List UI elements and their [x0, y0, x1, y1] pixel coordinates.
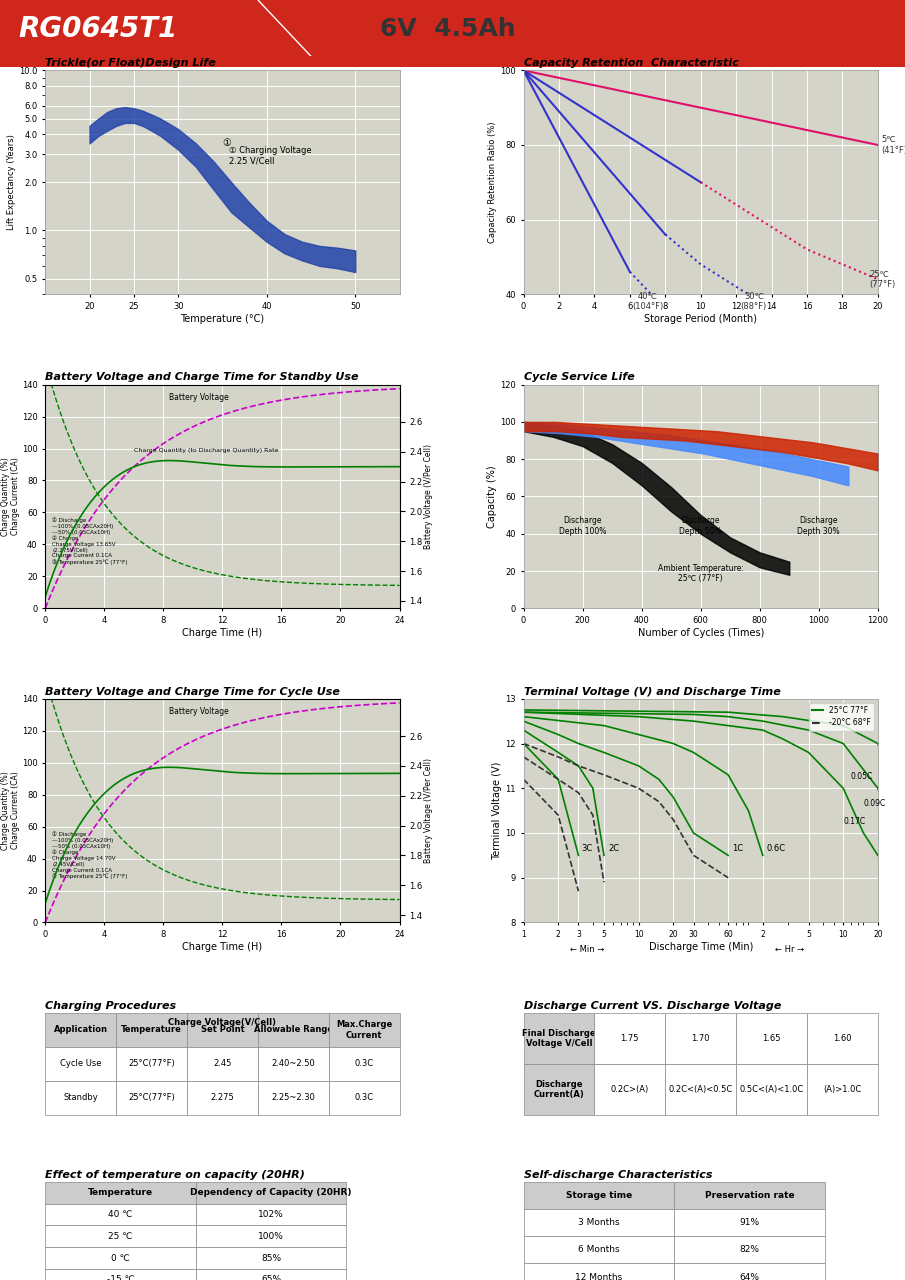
Text: ← Hr →: ← Hr → [775, 945, 804, 954]
X-axis label: Charge Time (H): Charge Time (H) [182, 942, 262, 952]
Text: 30℃
(88°F): 30℃ (88°F) [740, 292, 767, 311]
Text: Ambient Temperature:
25℃ (77°F): Ambient Temperature: 25℃ (77°F) [658, 564, 744, 584]
Legend: 25°C 77°F, -20°C 68°F: 25°C 77°F, -20°C 68°F [808, 703, 874, 731]
Text: 0.17C: 0.17C [843, 817, 865, 826]
Text: 5℃
(41°F): 5℃ (41°F) [881, 136, 905, 155]
Text: 6V  4.5Ah: 6V 4.5Ah [380, 17, 516, 41]
Text: Battery Voltage: Battery Voltage [169, 393, 229, 402]
Text: Charge Voltage(V/Cell): Charge Voltage(V/Cell) [168, 1018, 276, 1027]
Y-axis label: Charge Quantity (%)
Charge Current (CA): Charge Quantity (%) Charge Current (CA) [1, 772, 21, 850]
Text: 0.09C: 0.09C [863, 799, 886, 808]
Text: Self-discharge Characteristics: Self-discharge Characteristics [524, 1170, 712, 1179]
Text: Capacity Retention  Characteristic: Capacity Retention Characteristic [524, 58, 738, 68]
Text: ①: ① [223, 138, 231, 148]
Text: Charge Quantity (to Discharge Quantity) Rate: Charge Quantity (to Discharge Quantity) … [134, 448, 279, 453]
Text: ① Charging Voltage
2.25 V/Cell: ① Charging Voltage 2.25 V/Cell [230, 146, 312, 165]
Y-axis label: Battery Voltage (V/Per Cell): Battery Voltage (V/Per Cell) [424, 758, 433, 863]
Text: Cycle Service Life: Cycle Service Life [524, 372, 634, 383]
X-axis label: Charge Time (H): Charge Time (H) [182, 627, 262, 637]
Y-axis label: Lift Expectancy (Years): Lift Expectancy (Years) [7, 134, 16, 230]
Text: Discharge
Depth 50%: Discharge Depth 50% [680, 516, 722, 536]
Text: ① Discharge
—100% (0.05CAx20H)
---50% (0.05CAx10H)
② Charge
Charge Voltage 13.65: ① Discharge —100% (0.05CAx20H) ---50% (0… [52, 517, 128, 564]
X-axis label: Storage Period (Month): Storage Period (Month) [644, 314, 757, 324]
X-axis label: Discharge Time (Min): Discharge Time (Min) [649, 942, 753, 952]
Text: Battery Voltage and Charge Time for Cycle Use: Battery Voltage and Charge Time for Cycl… [45, 686, 340, 696]
Text: RG0645T1: RG0645T1 [18, 15, 177, 42]
Y-axis label: Capacity (%): Capacity (%) [488, 465, 498, 527]
Text: ① Discharge
—100% (0.05CAx20H)
---50% (0.05CAx10H)
② Charge
Charge Voltage 14.70: ① Discharge —100% (0.05CAx20H) ---50% (0… [52, 832, 128, 879]
Text: 25℃
(77°F): 25℃ (77°F) [869, 270, 895, 289]
Text: Charging Procedures: Charging Procedures [45, 1001, 176, 1011]
Text: 3C: 3C [582, 844, 593, 852]
Text: Discharge
Depth 30%: Discharge Depth 30% [797, 516, 840, 536]
Text: Effect of temperature on capacity (20HR): Effect of temperature on capacity (20HR) [45, 1170, 305, 1179]
Text: Battery Voltage and Charge Time for Standby Use: Battery Voltage and Charge Time for Stan… [45, 372, 358, 383]
Y-axis label: Battery Voltage (V/Per Cell): Battery Voltage (V/Per Cell) [424, 444, 433, 549]
Text: 0.05C: 0.05C [851, 772, 873, 781]
X-axis label: Number of Cycles (Times): Number of Cycles (Times) [637, 627, 764, 637]
Y-axis label: Charge Quantity (%)
Charge Current (CA): Charge Quantity (%) Charge Current (CA) [1, 457, 21, 536]
Text: Trickle(or Float)Design Life: Trickle(or Float)Design Life [45, 58, 216, 68]
Text: Discharge Current VS. Discharge Voltage: Discharge Current VS. Discharge Voltage [524, 1001, 781, 1011]
Polygon shape [253, 0, 905, 58]
Y-axis label: Capacity Retention Ratio (%): Capacity Retention Ratio (%) [489, 122, 498, 243]
X-axis label: Temperature (°C): Temperature (°C) [180, 314, 264, 324]
Text: Discharge
Depth 100%: Discharge Depth 100% [559, 516, 606, 536]
Y-axis label: Terminal Voltage (V): Terminal Voltage (V) [492, 762, 502, 860]
Text: 2C: 2C [609, 844, 620, 852]
Text: 40℃
(104°F): 40℃ (104°F) [632, 292, 663, 311]
Text: 0.6C: 0.6C [767, 844, 786, 852]
Polygon shape [0, 0, 905, 58]
Text: ← Min →: ← Min → [570, 945, 605, 954]
Text: Terminal Voltage (V) and Discharge Time: Terminal Voltage (V) and Discharge Time [524, 686, 780, 696]
Text: Battery Voltage: Battery Voltage [169, 708, 229, 717]
Polygon shape [258, 0, 312, 58]
Text: 1C: 1C [732, 844, 743, 852]
